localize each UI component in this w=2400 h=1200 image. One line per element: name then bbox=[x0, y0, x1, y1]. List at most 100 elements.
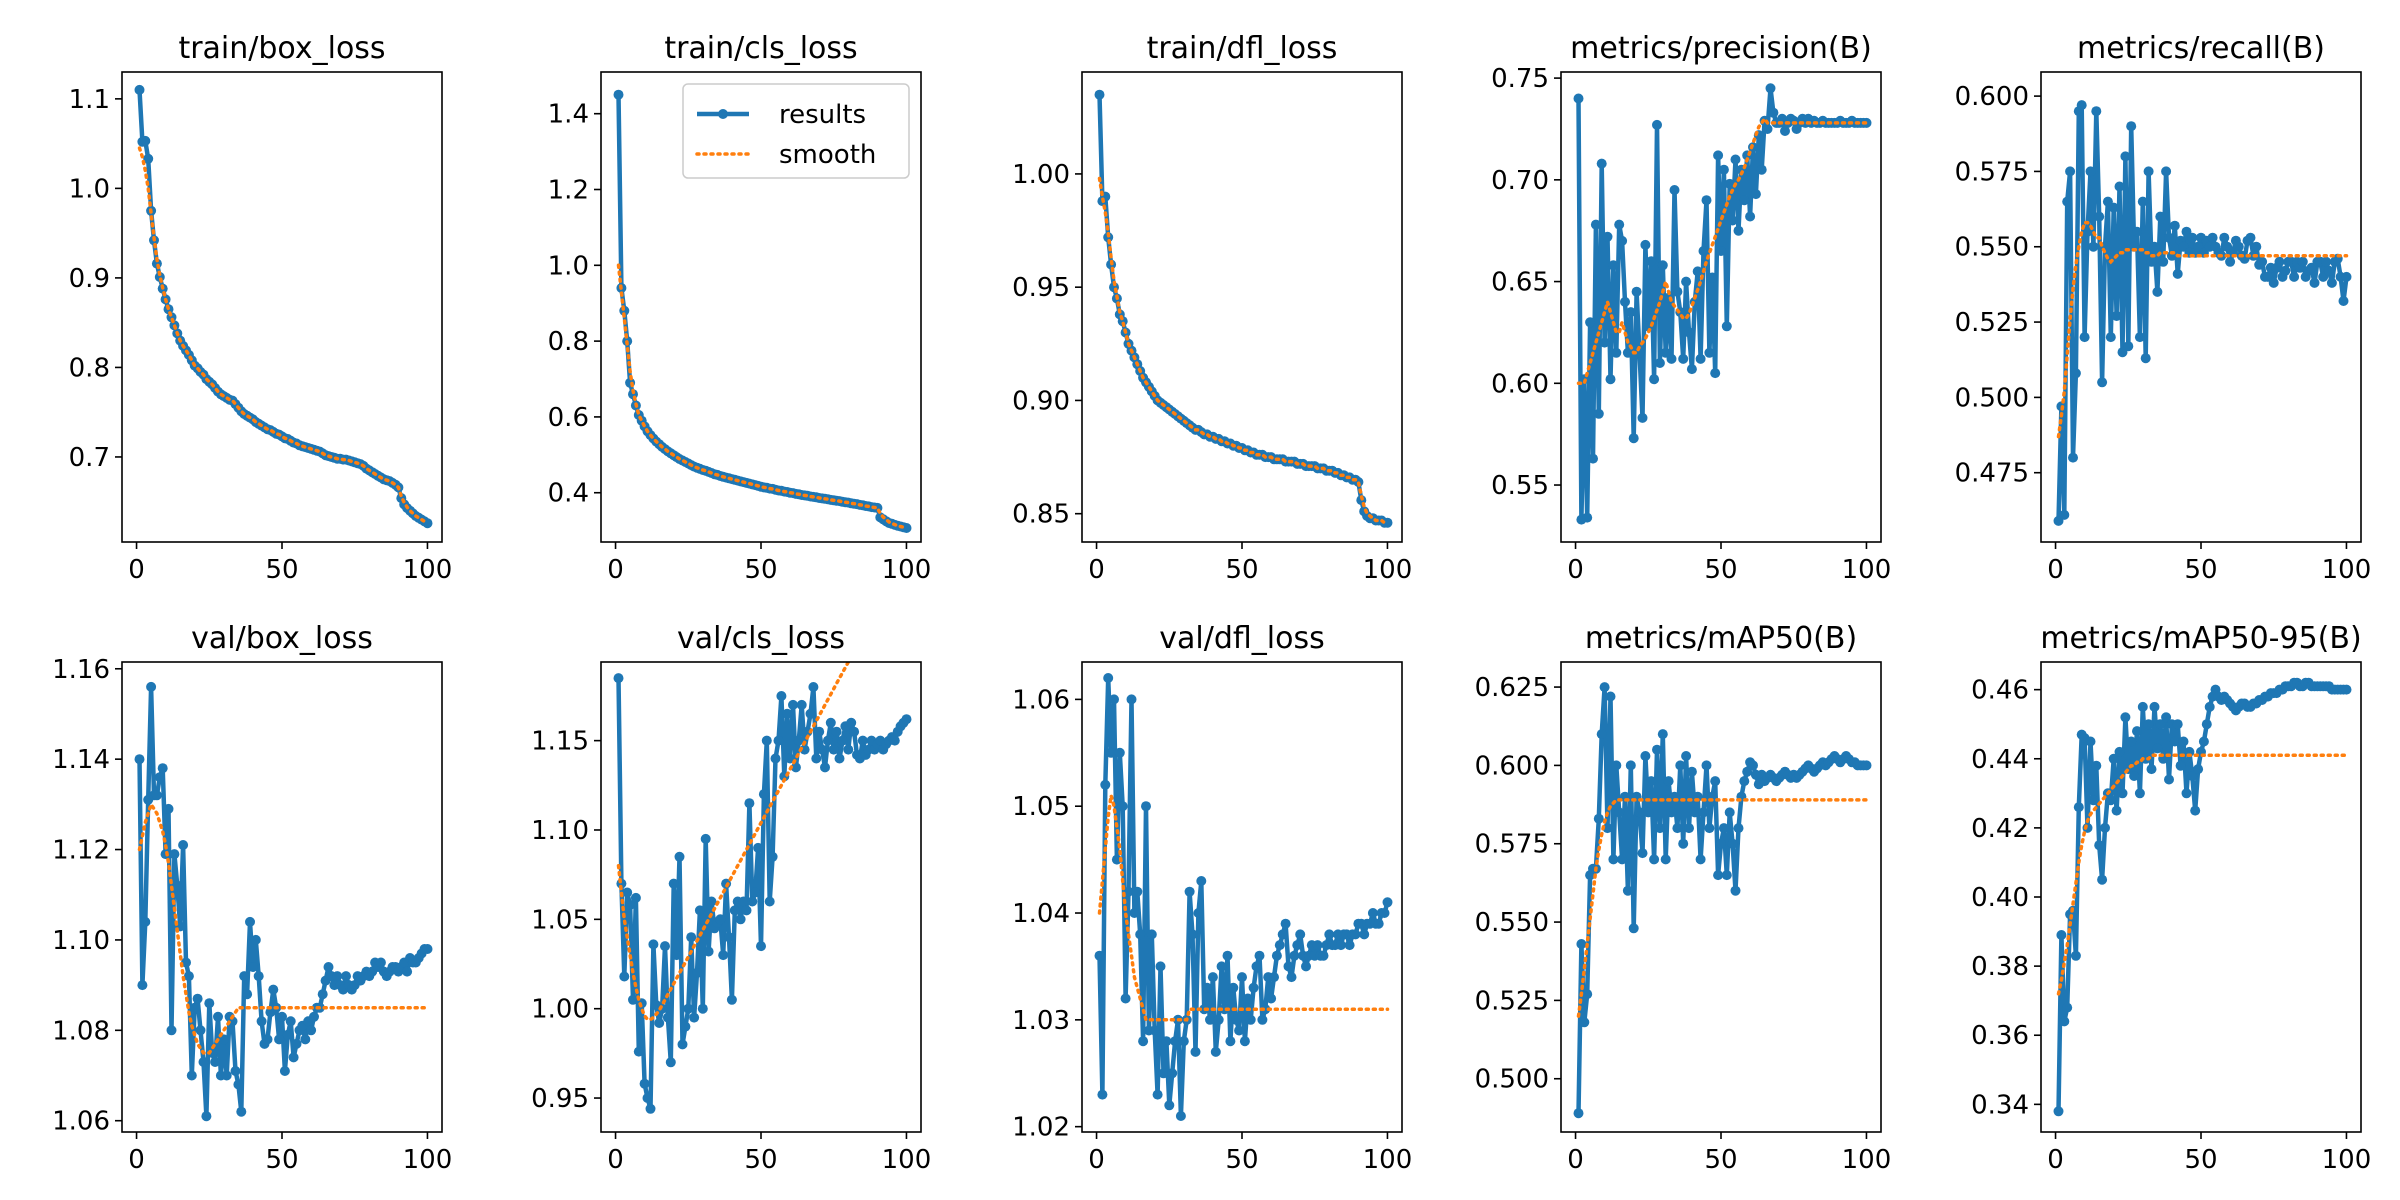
results-point bbox=[2085, 166, 2096, 177]
x-tick-label: 0 bbox=[128, 555, 145, 585]
results-point bbox=[849, 726, 860, 737]
results-point bbox=[402, 966, 413, 977]
results-point bbox=[1167, 1068, 1178, 1079]
results-point bbox=[245, 916, 255, 927]
results-point bbox=[1283, 961, 1294, 972]
results-point bbox=[2225, 256, 2236, 267]
results-point bbox=[2140, 353, 2151, 364]
results-point bbox=[1596, 729, 1607, 740]
results-point bbox=[715, 914, 726, 925]
results-point bbox=[2201, 719, 2212, 730]
y-tick-label: 1.05 bbox=[1012, 792, 1070, 822]
results-point bbox=[2123, 341, 2134, 352]
results-point bbox=[1146, 929, 1157, 940]
results-point bbox=[1251, 961, 1262, 972]
results-point bbox=[189, 1002, 200, 1013]
x-tick-label: 0 bbox=[1567, 555, 1584, 585]
results-point bbox=[828, 744, 839, 755]
results-point bbox=[1260, 1004, 1271, 1015]
results-point bbox=[1100, 779, 1111, 790]
results-point bbox=[1231, 1014, 1242, 1025]
results-point bbox=[192, 993, 203, 1004]
results-point bbox=[268, 984, 279, 995]
results-point bbox=[1727, 215, 1738, 226]
results-point bbox=[1861, 760, 1872, 771]
results-point bbox=[1701, 760, 1712, 771]
results-point bbox=[2137, 196, 2148, 207]
subplot-val-dfl-loss: val/dfl_loss 0 50 100 1.02 1.03 1.04 1.05 1.06 bbox=[1012, 621, 1412, 1175]
results-point bbox=[332, 971, 343, 982]
results-point bbox=[2132, 226, 2142, 237]
y-tick-label: 0.575 bbox=[1955, 157, 2029, 187]
results-point bbox=[186, 1070, 197, 1081]
results-point bbox=[2065, 166, 2076, 177]
y-tick-label: 0.42 bbox=[1971, 814, 2029, 844]
results-point bbox=[1622, 347, 1633, 358]
legend: results smooth bbox=[682, 83, 910, 179]
results-point bbox=[1573, 93, 1584, 104]
results-point bbox=[2338, 296, 2349, 306]
results-point bbox=[1698, 246, 1709, 256]
y-tick-label: 1.4 bbox=[548, 100, 589, 130]
results-point bbox=[889, 735, 900, 746]
x-tick-label: 0 bbox=[1567, 1145, 1584, 1175]
results-point bbox=[239, 971, 250, 982]
results-point bbox=[680, 1021, 691, 1032]
results-point bbox=[1608, 854, 1619, 865]
results-point bbox=[796, 699, 807, 710]
results-point bbox=[1707, 272, 1718, 283]
results-point bbox=[1175, 1111, 1186, 1121]
results-point bbox=[1628, 433, 1639, 444]
axes-frame bbox=[1081, 661, 1403, 1133]
results-point bbox=[747, 896, 758, 907]
results-point bbox=[1666, 353, 1677, 364]
results-point bbox=[253, 971, 264, 982]
results-point bbox=[2181, 788, 2192, 799]
plot-area bbox=[2053, 677, 2352, 1117]
results-point bbox=[1207, 972, 1218, 983]
results-point bbox=[2094, 211, 2105, 222]
results-point bbox=[1094, 950, 1105, 961]
plot-area bbox=[1094, 89, 1393, 528]
results-point bbox=[2321, 256, 2332, 267]
results-point bbox=[2062, 1002, 2073, 1013]
smooth-series-line bbox=[137, 146, 430, 525]
y-tick-label: 1.0 bbox=[548, 251, 589, 281]
results-point bbox=[1277, 929, 1288, 940]
results-point bbox=[2114, 181, 2125, 192]
results-point bbox=[1219, 1004, 1230, 1015]
results-point bbox=[2059, 509, 2070, 520]
results-point bbox=[1590, 219, 1601, 230]
results-point bbox=[2070, 950, 2081, 961]
results-point bbox=[2274, 256, 2285, 267]
results-point bbox=[2059, 1016, 2070, 1027]
results-point bbox=[1611, 760, 1622, 771]
results-point bbox=[172, 880, 183, 891]
results-point bbox=[2137, 701, 2148, 712]
results-point bbox=[183, 971, 194, 982]
results-point bbox=[857, 735, 868, 746]
results-point bbox=[1634, 807, 1645, 818]
results-point bbox=[660, 941, 670, 952]
results-point bbox=[758, 789, 769, 800]
results-point bbox=[1750, 189, 1761, 200]
results-point bbox=[1713, 150, 1724, 161]
y-tick-label: 1.14 bbox=[52, 745, 110, 775]
results-point bbox=[1239, 1036, 1250, 1047]
results-point bbox=[1701, 195, 1712, 206]
results-point bbox=[247, 962, 258, 972]
y-tick-label: 1.00 bbox=[1012, 160, 1070, 190]
results-point bbox=[1382, 897, 1393, 908]
results-point bbox=[233, 1079, 244, 1090]
results-point bbox=[317, 989, 328, 1000]
results-point bbox=[201, 1111, 212, 1122]
results-point bbox=[1718, 823, 1729, 834]
results-point bbox=[2198, 736, 2209, 747]
y-tick-label: 0.34 bbox=[1971, 1090, 2029, 1120]
results-point bbox=[262, 1034, 273, 1045]
y-tick-label: 0.55 bbox=[1491, 471, 1549, 501]
results-point bbox=[674, 851, 685, 862]
results-point bbox=[1324, 929, 1335, 940]
results-point bbox=[694, 905, 705, 916]
y-tick-label: 0.8 bbox=[69, 353, 110, 383]
